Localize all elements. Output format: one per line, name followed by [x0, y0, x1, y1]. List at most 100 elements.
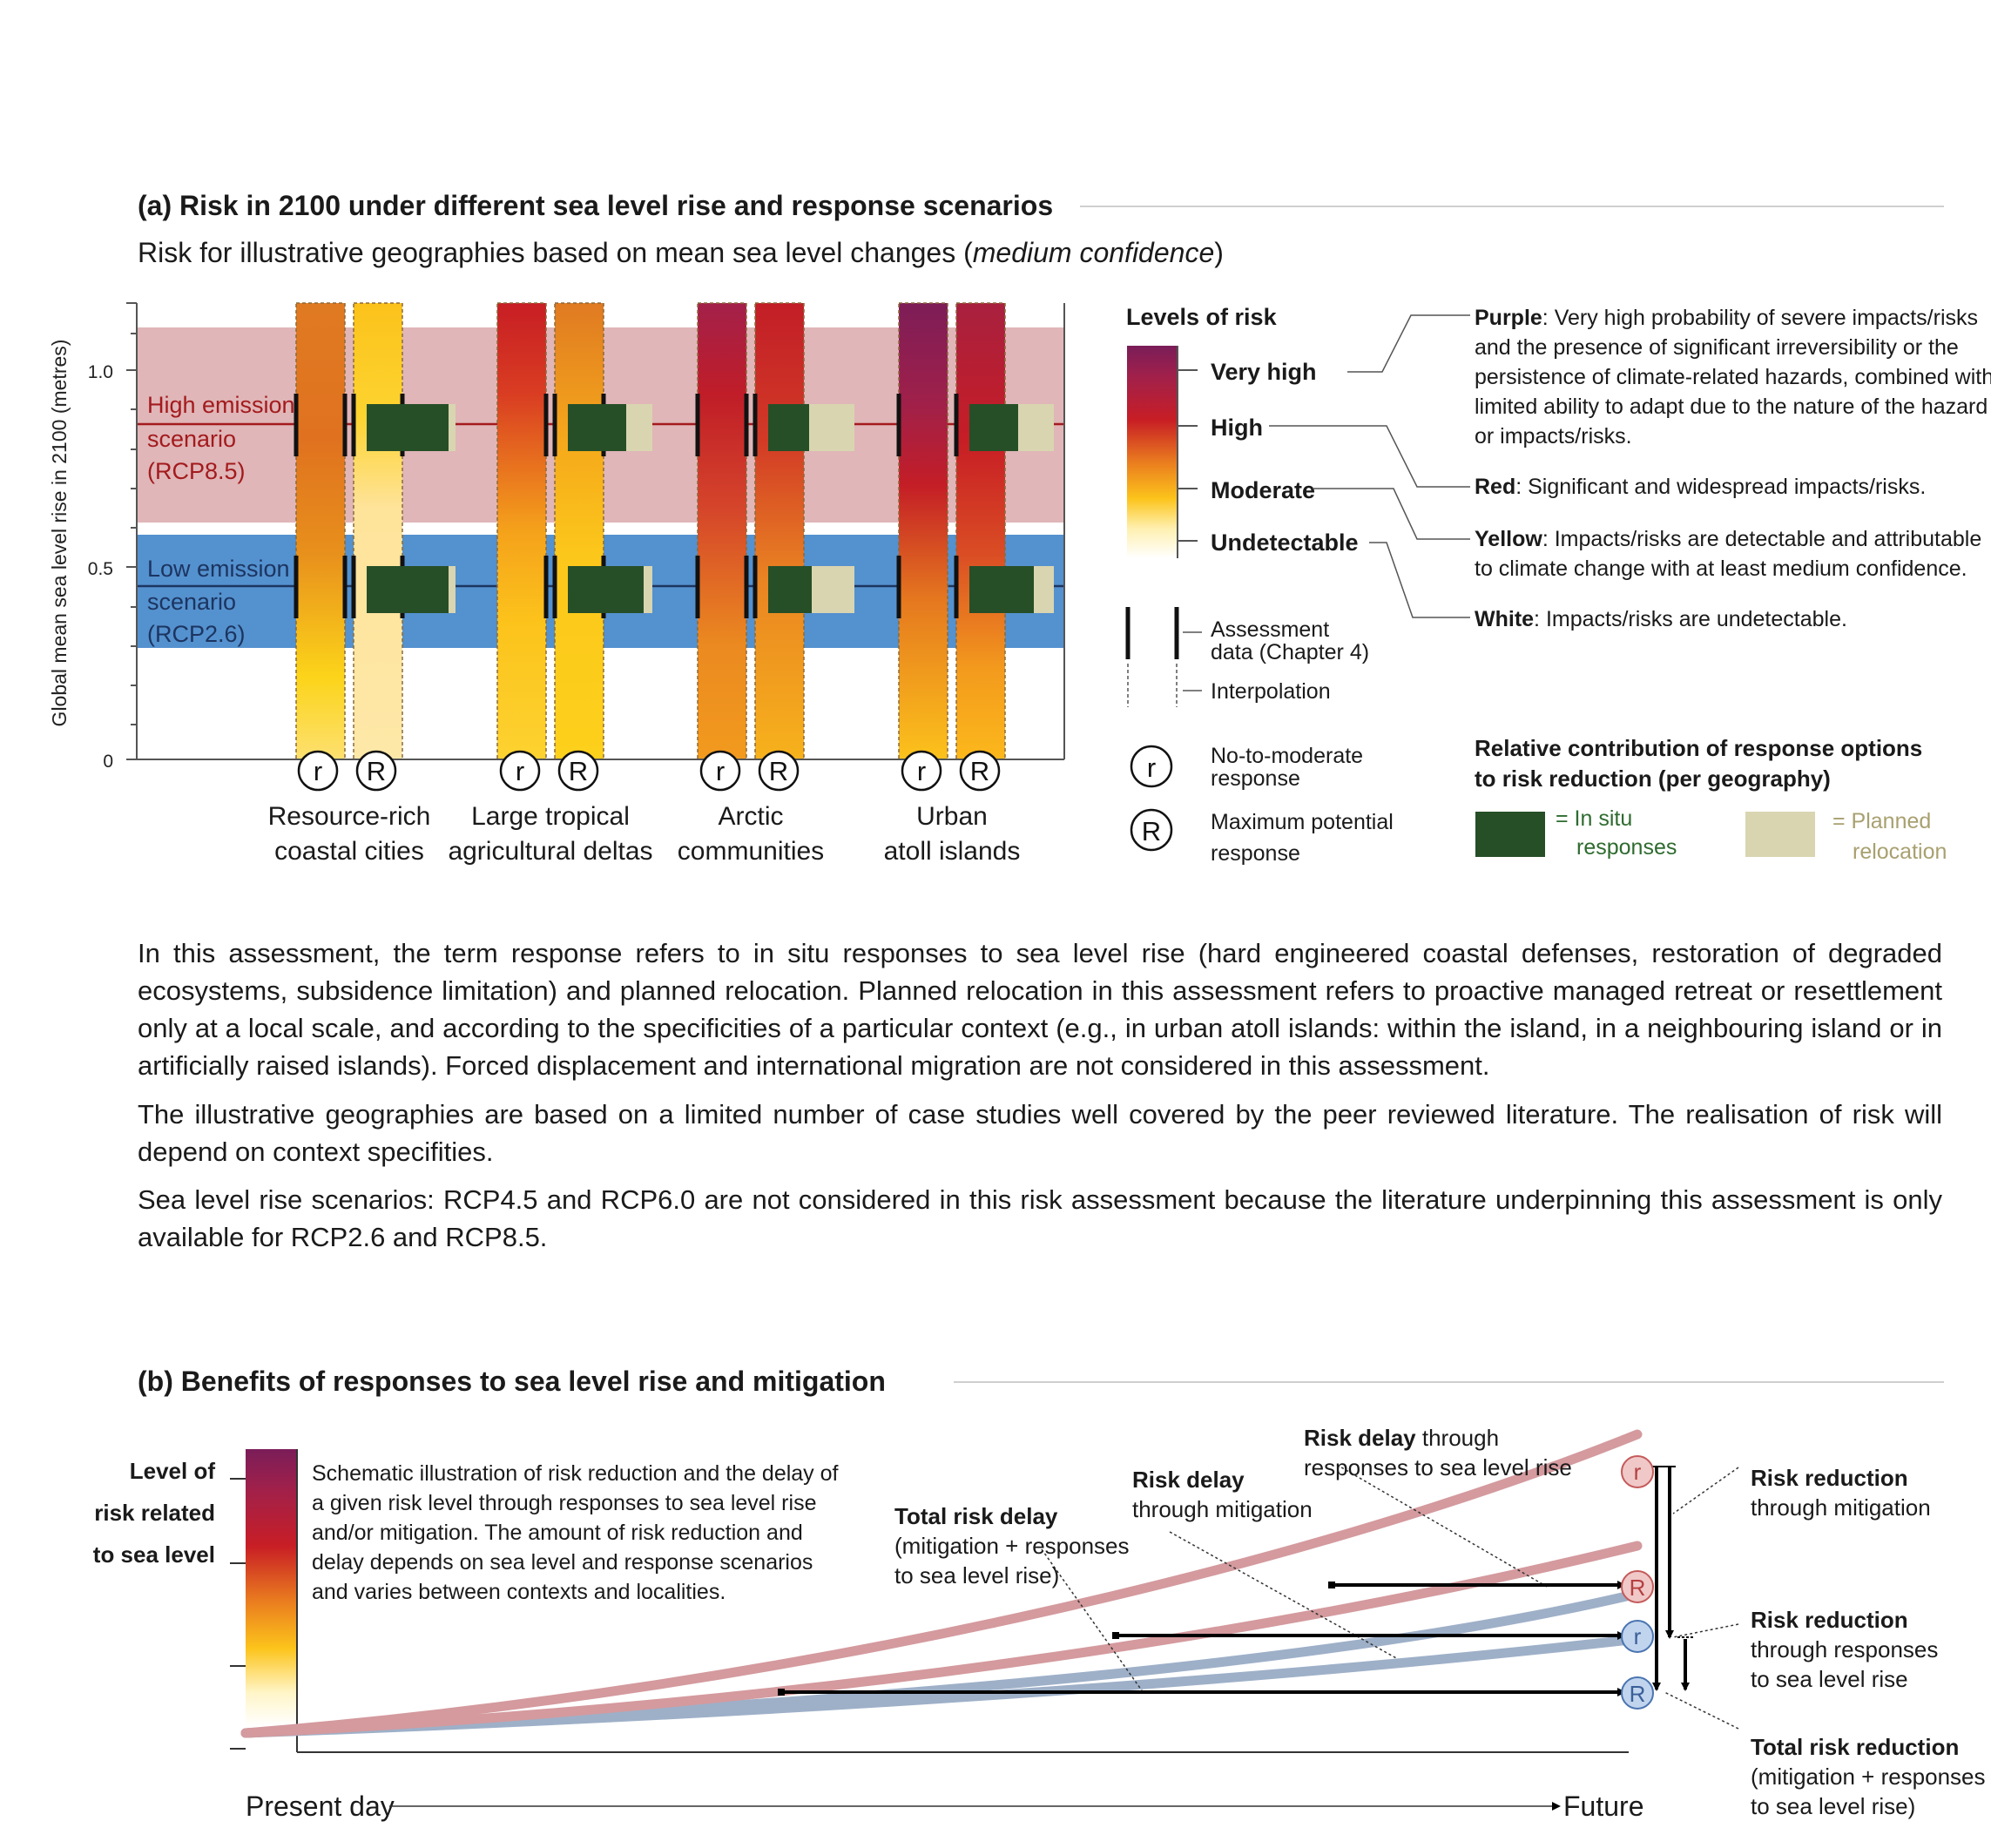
relocation-bar-cities-low [449, 566, 456, 613]
end-circle-low-r-label: r [1634, 1623, 1642, 1649]
column-deltas-r [496, 302, 547, 760]
relocation-label-2: relocation [1853, 840, 1947, 864]
present-day-label: Present day [246, 1791, 395, 1822]
insitu-bar-atoll-low [969, 566, 1034, 613]
insitu-bar-cities-low [367, 566, 449, 613]
insitu-bar-deltas-high [568, 404, 626, 451]
interpolation-label: Interpolation [1211, 679, 1331, 704]
reduction-arrows [1651, 1466, 1693, 1691]
circle-R-arctic: R [769, 756, 788, 786]
desc-purple-5: or impacts/risks. [1475, 424, 1632, 449]
circle-r-arctic: r [716, 756, 725, 786]
y-tick-0-5: 0.5 [88, 559, 113, 579]
level-label-3: to sea level [93, 1541, 215, 1568]
svg-text:(RCP8.5): (RCP8.5) [147, 458, 246, 484]
risk-reduction-mitigation-title: Risk reduction [1751, 1465, 1908, 1491]
risk-delay-mitigation-line: through mitigation [1132, 1496, 1313, 1522]
level-label-1: Level of [130, 1458, 216, 1484]
geo-label-arctic-2: communities [678, 837, 824, 866]
assessment-data-label-1: Assessment [1211, 617, 1329, 642]
insitu-bar-deltas-low [568, 566, 644, 613]
relocation-bar-atoll-low [1034, 566, 1054, 613]
legend-circle-R-label: R [1142, 816, 1161, 846]
total-risk-delay-title: Total risk delay [894, 1503, 1058, 1529]
no-to-moderate-label-2: response [1211, 766, 1300, 791]
paragraph-response-definition: In this assessment, the term response re… [138, 938, 1942, 1081]
column-arctic-R [754, 302, 805, 760]
insitu-bar-arctic-low [768, 566, 812, 613]
risk-delay-mitigation-title: Risk delay [1132, 1467, 1245, 1493]
response-circles [297, 750, 1001, 792]
geo-label-atoll-2: atoll islands [884, 837, 1021, 866]
svg-text:Low emission: Low emission [147, 556, 290, 582]
total-risk-reduction-title: Total risk reduction [1751, 1734, 1959, 1760]
legend-ticks [1178, 369, 1198, 542]
risk-delay-responses-title: Risk delay through [1304, 1425, 1499, 1451]
svg-text:(RCP2.6): (RCP2.6) [147, 621, 246, 647]
risk-reduction-responses-line-1: through responses [1751, 1636, 1938, 1663]
svg-text:scenario: scenario [147, 426, 236, 452]
insitu-bar-atoll-high [969, 404, 1018, 451]
circle-R-cities: R [367, 756, 386, 786]
total-risk-reduction-line-2: to sea level rise) [1751, 1793, 1915, 1819]
end-circle-low-R [1621, 1676, 1654, 1710]
delay-arrows [778, 1581, 1626, 1696]
panel-a-title: (a) Risk in 2100 under different sea lev… [138, 190, 1053, 221]
end-circle-high-R-label: R [1630, 1575, 1646, 1601]
relocation-label-1: = Planned [1832, 809, 1931, 833]
legend-circle-R [1130, 808, 1173, 852]
geo-label-cities-2: coastal cities [274, 837, 424, 866]
circle-r-deltas: r [516, 756, 524, 786]
column-cities-R [353, 302, 403, 760]
desc-purple-1: Purple: Very high probability of severe … [1475, 306, 1978, 330]
level-moderate: Moderate [1211, 477, 1315, 503]
schematic-text-4: delay depends on sea level and response … [312, 1550, 813, 1575]
contribution-title-1: Relative contribution of response option… [1475, 735, 1922, 761]
end-circle-low-r [1621, 1620, 1654, 1653]
total-risk-delay-line-1: (mitigation + responses [894, 1533, 1130, 1559]
risk-delay-responses-line: responses to sea level rise [1304, 1454, 1572, 1480]
legend-circle-r-label: r [1147, 752, 1156, 783]
insitu-bar-cities-high [367, 404, 449, 451]
risk-reduction-responses-line-2: to sea level rise [1751, 1666, 1908, 1692]
legend-leader-lines [1269, 314, 1470, 618]
panel-b-title: (b) Benefits of responses to sea level r… [138, 1366, 886, 1397]
risk-reduction-responses-title: Risk reduction [1751, 1607, 1908, 1633]
geo-label-atoll-1: Urban [916, 802, 988, 831]
maximum-potential-label-2: response [1211, 841, 1300, 866]
curve-high-r [240, 1429, 1643, 1738]
risk-columns [295, 302, 1006, 760]
annotation-leaders [1041, 1464, 1739, 1730]
panel-a-subtitle: Risk for illustrative geographies based … [138, 237, 1224, 268]
total-risk-reduction-line-1: (mitigation + responses [1751, 1764, 1986, 1790]
desc-purple-4: limited ability to adapt due to the natu… [1475, 395, 1988, 419]
circle-R-atoll: R [970, 756, 989, 786]
insitu-swatch [1475, 812, 1545, 857]
geo-label-deltas-2: agricultural deltas [448, 837, 652, 866]
relocation-swatch [1745, 812, 1815, 857]
total-risk-delay-line-2: to sea level rise) [894, 1562, 1059, 1588]
desc-purple-2: and the presence of significant irrevers… [1475, 335, 1959, 360]
end-circle-low-R-label: R [1630, 1681, 1646, 1707]
paragraph-illustrative-geographies: The illustrative geographies are based o… [138, 1099, 1942, 1167]
desc-yellow-1: Yellow: Impacts/risks are detectable and… [1475, 527, 1981, 551]
relocation-bar-arctic-low [812, 566, 854, 613]
circle-R-deltas: R [569, 756, 588, 786]
maximum-potential-label-1: Maximum potential [1211, 810, 1394, 834]
relocation-bar-deltas-high [626, 404, 652, 451]
no-to-moderate-label-1: No-to-moderate [1211, 744, 1363, 768]
y-axis-label: Global mean sea level rise in 2100 (metr… [48, 340, 71, 727]
desc-yellow-2: to climate change with at least medium c… [1475, 556, 1967, 581]
insitu-label-2: responses [1576, 835, 1677, 860]
risk-reduction-mitigation-line: through mitigation [1751, 1494, 1931, 1521]
desc-red: Red: Significant and widespread impacts/… [1475, 475, 1926, 499]
legend-gradient [1127, 346, 1178, 558]
relocation-bar-arctic-high [809, 404, 854, 451]
end-circle-high-r-label: r [1634, 1459, 1642, 1485]
svg-text:High emission: High emission [147, 392, 295, 418]
column-atoll-r [898, 302, 948, 760]
schematic-text-3: and/or mitigation. The amount of risk re… [312, 1521, 803, 1545]
circle-r-cities: r [314, 756, 322, 786]
geo-label-deltas-1: Large tropical [471, 802, 630, 831]
relocation-bar-deltas-low [644, 566, 652, 613]
